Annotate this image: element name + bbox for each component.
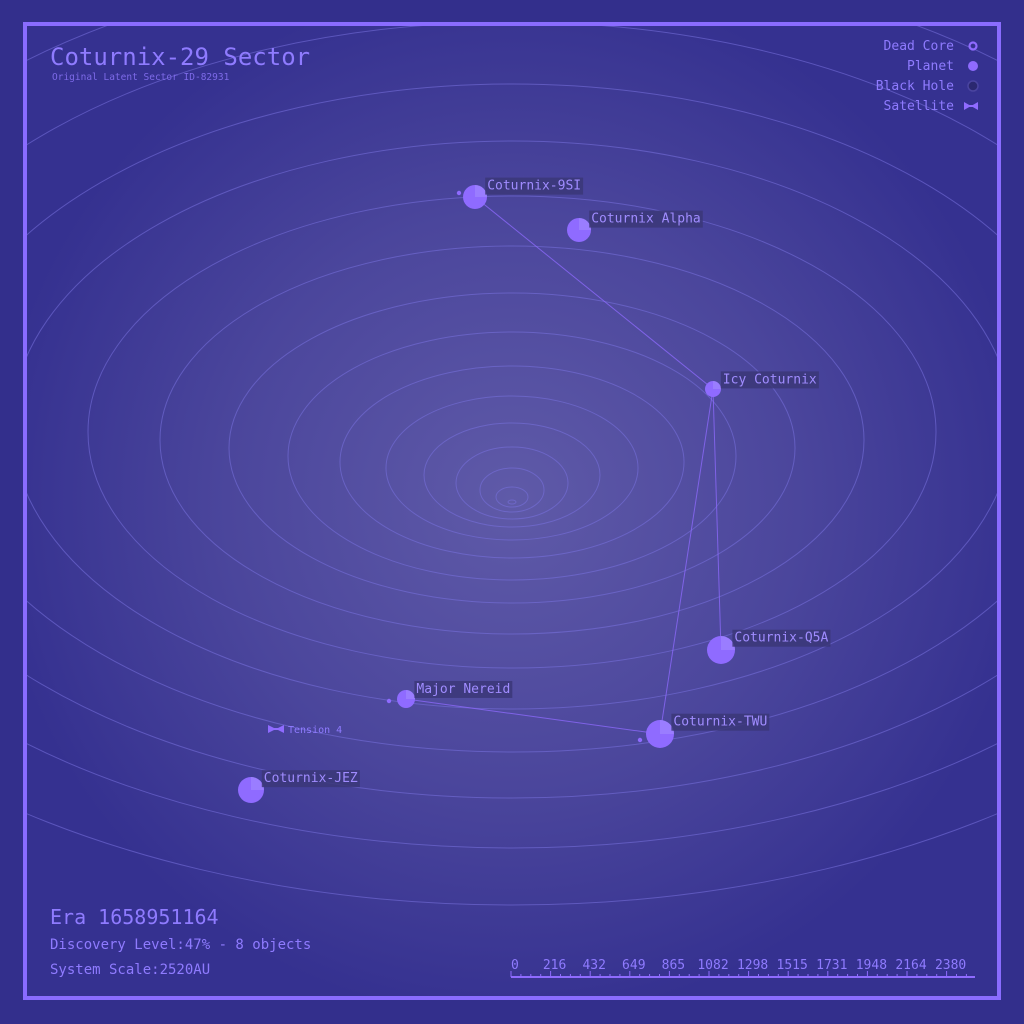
orbit-ring <box>25 812 999 906</box>
orbit-ring <box>25 24 999 799</box>
object-label: Coturnix-Q5A <box>734 631 828 646</box>
orbit-ring <box>507 499 517 505</box>
orbit-ring <box>339 365 685 559</box>
object-9si[interactable]: Coturnix-9SI <box>456 177 584 209</box>
page-subtitle: Original Latent Sector ID-82931 <box>52 72 230 83</box>
legend-item-satellite: Satellite <box>884 99 978 114</box>
object-label: Icy Coturnix <box>723 372 817 387</box>
object-alpha[interactable]: Coturnix Alpha <box>567 210 703 242</box>
orbit-ring <box>479 467 545 513</box>
orbit-ring <box>25 140 999 710</box>
scale-bar-label: 1082 <box>697 958 728 973</box>
scale-bar-label: 2164 <box>895 958 926 973</box>
object-label-background <box>485 177 584 195</box>
map-frame <box>23 22 1001 1000</box>
planet-icon <box>968 61 978 71</box>
discovery-level: Discovery Level:47% - 8 objects <box>50 937 311 953</box>
object-label: Major Nereid <box>416 682 510 697</box>
satellite-icon <box>268 725 284 733</box>
object-tension[interactable]: Tension 4 <box>268 725 342 736</box>
system-scale: System Scale:2520AU <box>50 962 210 978</box>
route-line <box>474 196 714 390</box>
planet-highlight <box>713 381 721 389</box>
legend-label: Satellite <box>884 99 955 114</box>
legend-label: Black Hole <box>876 79 954 94</box>
orbit-ring <box>228 292 796 604</box>
object-twu[interactable]: Coturnix-TWU <box>637 713 770 748</box>
scale-bar-label: 1515 <box>777 958 808 973</box>
orbit-ring <box>287 331 737 581</box>
scale-bar-label: 216 <box>543 958 566 973</box>
sector-objects: Coturnix-9SI Coturnix Alpha Icy Coturnix Co… <box>238 177 831 803</box>
legend-item-dead-core: Dead Core <box>884 39 978 54</box>
scale-bar: 0 216 432 649 865 1082 1298 1515 1731 1948 2164 238… <box>510 958 975 978</box>
route-lines <box>405 196 722 735</box>
object-icy[interactable]: Icy Coturnix <box>705 371 819 397</box>
object-label-background <box>261 770 360 788</box>
moon-dot <box>637 737 643 743</box>
black-hole-icon <box>967 80 979 92</box>
legend-label: Dead Core <box>884 39 955 54</box>
object-label-background <box>732 629 831 647</box>
object-nereid[interactable]: Major Nereid <box>386 680 513 708</box>
planet-highlight <box>251 777 264 790</box>
scale-bar-label: 865 <box>662 958 685 973</box>
legend-label: Planet <box>907 59 954 74</box>
dead-core-icon <box>968 41 978 51</box>
moon-dot <box>386 698 392 704</box>
route-line <box>712 388 722 651</box>
object-label: Coturnix Alpha <box>591 212 701 227</box>
object-label: Tension 4 <box>288 725 342 736</box>
scale-bar-label: 0 <box>511 958 519 973</box>
scale-bar-label: 649 <box>622 958 645 973</box>
object-label: Coturnix-9SI <box>487 179 581 194</box>
legend: Dead Core Planet Black Hole Satellite <box>876 39 979 114</box>
planet-highlight <box>406 690 415 699</box>
scale-bar-label: 432 <box>582 958 605 973</box>
orbit-ring <box>159 245 865 635</box>
object-jez[interactable]: Coturnix-JEZ <box>238 770 360 803</box>
orbit-rings <box>25 24 999 906</box>
object-label: Coturnix-JEZ <box>264 771 358 786</box>
object-label-background <box>671 713 770 731</box>
planet-highlight <box>721 636 735 650</box>
scale-bar-label: 1298 <box>737 958 768 973</box>
legend-item-black-hole: Black Hole <box>876 79 979 94</box>
era-label: Era 1658951164 <box>50 905 219 929</box>
object-label-background <box>720 371 819 389</box>
planet-highlight <box>579 218 591 230</box>
planet-highlight <box>475 185 487 197</box>
orbit-ring <box>25 24 999 849</box>
orbit-ring <box>455 446 569 520</box>
scale-bar-label: 1731 <box>816 958 847 973</box>
orbit-ring <box>495 486 529 508</box>
object-label-background <box>414 680 513 698</box>
satellite-icon <box>964 102 978 110</box>
route-line <box>405 698 661 735</box>
orbit-ring <box>385 395 639 541</box>
page-title: Coturnix-29 Sector <box>50 43 310 71</box>
scale-bar-label: 2380 <box>935 958 966 973</box>
planet-highlight <box>660 720 674 734</box>
legend-item-planet: Planet <box>907 59 978 74</box>
map-panel <box>25 24 999 998</box>
orbit-ring <box>25 83 999 753</box>
object-label-background <box>589 210 703 228</box>
object-label: Coturnix-TWU <box>673 715 767 730</box>
moon-dot <box>456 190 462 196</box>
orbit-ring <box>87 195 937 669</box>
route-line <box>659 388 714 735</box>
object-q5a[interactable]: Coturnix-Q5A <box>707 629 831 664</box>
scale-bar-label: 1948 <box>856 958 887 973</box>
orbit-ring <box>423 422 601 528</box>
